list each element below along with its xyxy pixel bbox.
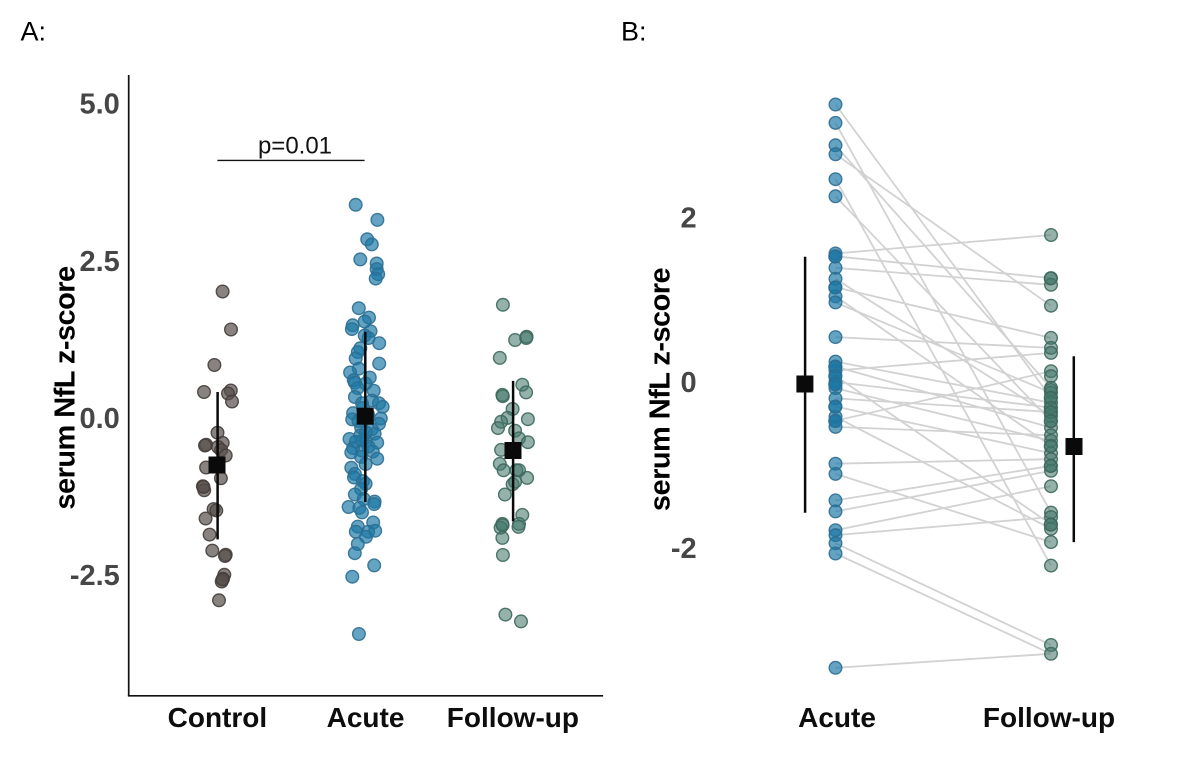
svg-text:-2.5: -2.5	[70, 560, 120, 592]
svg-text:0: 0	[681, 367, 697, 399]
svg-text:A:: A:	[21, 17, 47, 47]
svg-text:Control: Control	[168, 702, 268, 733]
svg-text:5.0: 5.0	[79, 89, 119, 121]
svg-text:0.0: 0.0	[79, 403, 119, 435]
svg-text:Follow-up: Follow-up	[983, 702, 1115, 733]
svg-text:p=0.01: p=0.01	[258, 133, 332, 160]
svg-text:serum NfL z-score: serum NfL z-score	[645, 268, 677, 512]
svg-text:2: 2	[681, 203, 697, 235]
svg-text:2.5: 2.5	[79, 246, 119, 278]
svg-text:-2: -2	[671, 533, 697, 565]
svg-text:serum NfL z-score: serum NfL z-score	[50, 266, 82, 510]
svg-text:Follow-up: Follow-up	[447, 702, 579, 733]
svg-text:Acute: Acute	[327, 702, 405, 733]
svg-text:B:: B:	[621, 17, 647, 47]
svg-text:Acute: Acute	[798, 702, 876, 733]
